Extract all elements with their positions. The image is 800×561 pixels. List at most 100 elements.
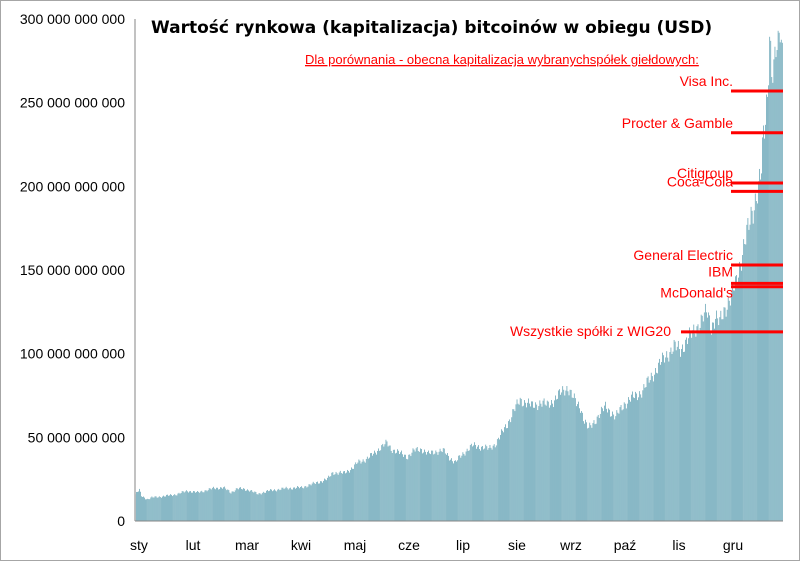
bar xyxy=(516,399,518,521)
bar xyxy=(266,490,267,521)
bar xyxy=(719,317,721,521)
bar xyxy=(654,374,655,521)
bar xyxy=(151,496,153,521)
bar xyxy=(178,492,180,521)
bar xyxy=(706,312,707,521)
bar xyxy=(421,448,422,521)
bar xyxy=(311,483,313,521)
bar xyxy=(199,492,201,521)
bar xyxy=(364,462,366,521)
x-tick-label: gru xyxy=(723,537,743,553)
bar xyxy=(775,57,777,521)
bar xyxy=(750,206,752,521)
bar xyxy=(380,450,382,521)
bar xyxy=(260,494,262,521)
bar xyxy=(699,327,701,521)
bar xyxy=(780,39,782,522)
bar xyxy=(514,411,516,521)
bar xyxy=(513,409,515,521)
bar xyxy=(356,464,358,521)
bar xyxy=(691,337,693,521)
bar xyxy=(713,322,714,521)
bar xyxy=(759,168,760,521)
bar xyxy=(742,255,743,521)
bar xyxy=(277,489,279,521)
bar xyxy=(558,390,559,521)
bar xyxy=(503,432,504,521)
bar xyxy=(310,485,312,521)
bar xyxy=(172,496,174,521)
bar xyxy=(150,497,152,521)
x-tick-label: sty xyxy=(130,537,148,553)
bar xyxy=(211,487,213,521)
bar xyxy=(170,494,171,521)
bar xyxy=(234,490,236,521)
bar xyxy=(556,399,557,521)
bar xyxy=(596,416,598,521)
y-tick-label: 250 000 000 000 xyxy=(20,95,125,111)
bar xyxy=(272,491,273,521)
bar xyxy=(319,483,320,521)
bar xyxy=(711,334,712,521)
bar xyxy=(247,489,248,521)
bar xyxy=(330,476,332,521)
bar xyxy=(331,472,333,521)
bar xyxy=(298,486,299,521)
bar xyxy=(242,489,243,521)
bar xyxy=(764,138,765,521)
bar xyxy=(561,392,563,521)
bar xyxy=(718,325,720,521)
bar xyxy=(402,454,403,521)
bar xyxy=(657,373,658,521)
bar xyxy=(152,497,154,521)
bar xyxy=(318,483,319,521)
bar xyxy=(383,446,385,521)
bar xyxy=(586,422,587,521)
x-tick-label: paź xyxy=(614,537,637,553)
bar xyxy=(648,382,650,521)
bar xyxy=(236,488,238,521)
bar xyxy=(537,410,539,521)
bar xyxy=(139,488,140,521)
bar xyxy=(303,488,305,521)
bar xyxy=(631,394,632,521)
bar xyxy=(518,404,520,521)
bar xyxy=(546,400,548,521)
bar xyxy=(708,312,709,521)
bar xyxy=(235,488,237,521)
bar xyxy=(435,450,437,521)
bar xyxy=(486,446,488,521)
bar xyxy=(400,452,401,521)
bar xyxy=(758,181,759,521)
bar xyxy=(685,339,686,521)
bar xyxy=(476,448,477,521)
bar xyxy=(722,319,724,521)
bar xyxy=(552,403,553,521)
bar xyxy=(221,487,222,521)
bar xyxy=(481,446,482,521)
bar xyxy=(751,210,753,521)
bar xyxy=(245,490,246,521)
bar xyxy=(196,492,197,521)
bar xyxy=(289,487,291,521)
bar xyxy=(415,448,417,521)
x-tick-label: sie xyxy=(508,537,526,553)
bar xyxy=(146,499,148,521)
bar xyxy=(195,492,196,521)
bar xyxy=(416,447,418,521)
bar xyxy=(529,403,530,521)
bar xyxy=(543,398,545,521)
bar xyxy=(315,482,317,521)
bar xyxy=(485,444,487,521)
bar xyxy=(745,244,747,522)
bar xyxy=(180,492,182,521)
chart-subtitle: Dla porównania - obecna kapitalizacja wy… xyxy=(305,52,699,67)
bar xyxy=(281,487,283,521)
bar xyxy=(707,317,708,521)
bar xyxy=(524,400,525,521)
bar xyxy=(296,487,297,521)
bar xyxy=(482,446,483,521)
bar xyxy=(723,307,725,521)
bar xyxy=(361,461,363,521)
bar xyxy=(715,318,716,521)
